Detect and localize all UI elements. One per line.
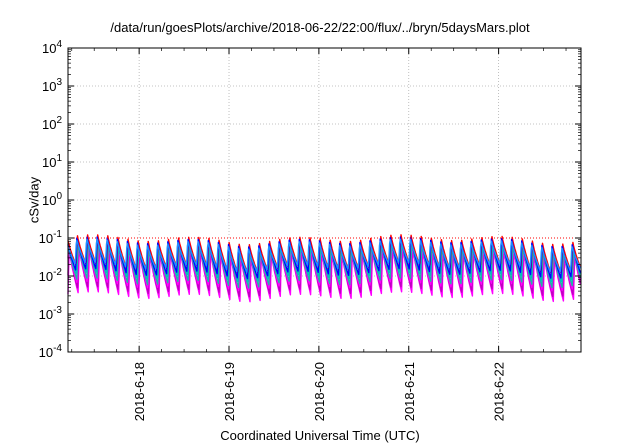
tick-labels: 10-410-310-210-11001011021031042018-6-18… [39,39,507,421]
series-line [67,238,582,273]
x-tick-label: 2018-6-19 [222,362,237,421]
y-tick-base: 10 [39,231,53,246]
y-tick-base: 10 [42,41,56,56]
y-tick-base: 10 [39,307,53,322]
y-tick-label: 101 [42,153,62,170]
y-tick-base: 10 [42,155,56,170]
x-tick-label: 2018-6-20 [312,362,327,421]
grid [68,48,581,352]
y-tick-label: 10-2 [39,267,63,284]
y-tick-exponent: -3 [53,305,62,316]
y-tick-base: 10 [42,79,56,94]
y-tick-base: 10 [42,117,56,132]
y-tick-label: 10-4 [39,343,63,360]
x-tick-label: 2018-6-18 [132,362,147,421]
y-tick-label: 103 [42,77,62,94]
y-tick-exponent: 4 [56,39,62,50]
y-tick-label: 10-3 [39,305,63,322]
y-tick-label: 104 [42,39,62,56]
y-tick-exponent: 3 [56,77,62,88]
y-tick-exponent: 0 [56,191,62,202]
y-tick-exponent: -1 [53,229,62,240]
x-tick-label: 2018-6-21 [402,362,417,421]
plot-frame [67,47,582,353]
y-tick-label: 100 [42,191,62,208]
y-tick-exponent: 1 [56,153,62,164]
ticks [68,47,581,353]
y-tick-exponent: 2 [56,115,62,126]
y-tick-base: 10 [39,345,53,360]
y-tick-exponent: -4 [53,343,62,354]
y-tick-exponent: -2 [53,267,62,278]
y-tick-base: 10 [42,193,56,208]
y-tick-base: 10 [39,269,53,284]
x-tick-label: 2018-6-22 [492,362,507,421]
x-axis-label: Coordinated Universal Time (UTC) [220,428,420,443]
series-line [67,234,582,274]
y-tick-label: 102 [42,115,62,132]
series-group [67,234,582,303]
chart-title: /data/run/goesPlots/archive/2018-06-22/2… [110,20,530,35]
y-tick-label: 10-1 [39,229,63,246]
